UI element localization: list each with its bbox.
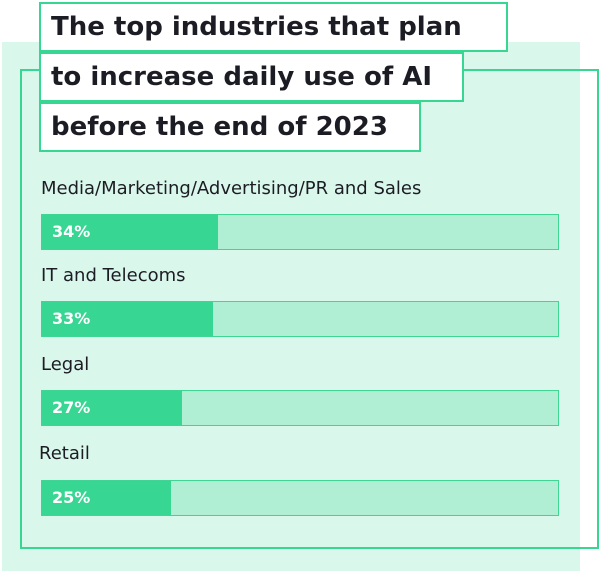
value-label: 33%: [52, 309, 91, 328]
category-label: Retail: [39, 443, 90, 464]
bar-track: 27%: [41, 390, 559, 426]
bar-track: 34%: [41, 214, 559, 250]
bar-track: 25%: [41, 480, 559, 516]
value-label: 34%: [52, 222, 91, 241]
bar-fill: [42, 302, 213, 336]
category-label: Media/Marketing/Advertising/PR and Sales: [41, 178, 422, 199]
bar-fill: [42, 481, 172, 515]
value-label: 27%: [52, 398, 91, 417]
title-line-2: to increase daily use of AI: [39, 52, 464, 102]
bar-fill: [42, 215, 218, 249]
category-label: Legal: [41, 354, 90, 375]
category-label: IT and Telecoms: [41, 265, 186, 286]
title-line-3: before the end of 2023: [39, 102, 421, 152]
title-line-1: The top industries that plan: [39, 2, 508, 52]
bar-track: 33%: [41, 301, 559, 337]
bar-fill: [42, 391, 182, 425]
value-label: 25%: [52, 488, 91, 507]
